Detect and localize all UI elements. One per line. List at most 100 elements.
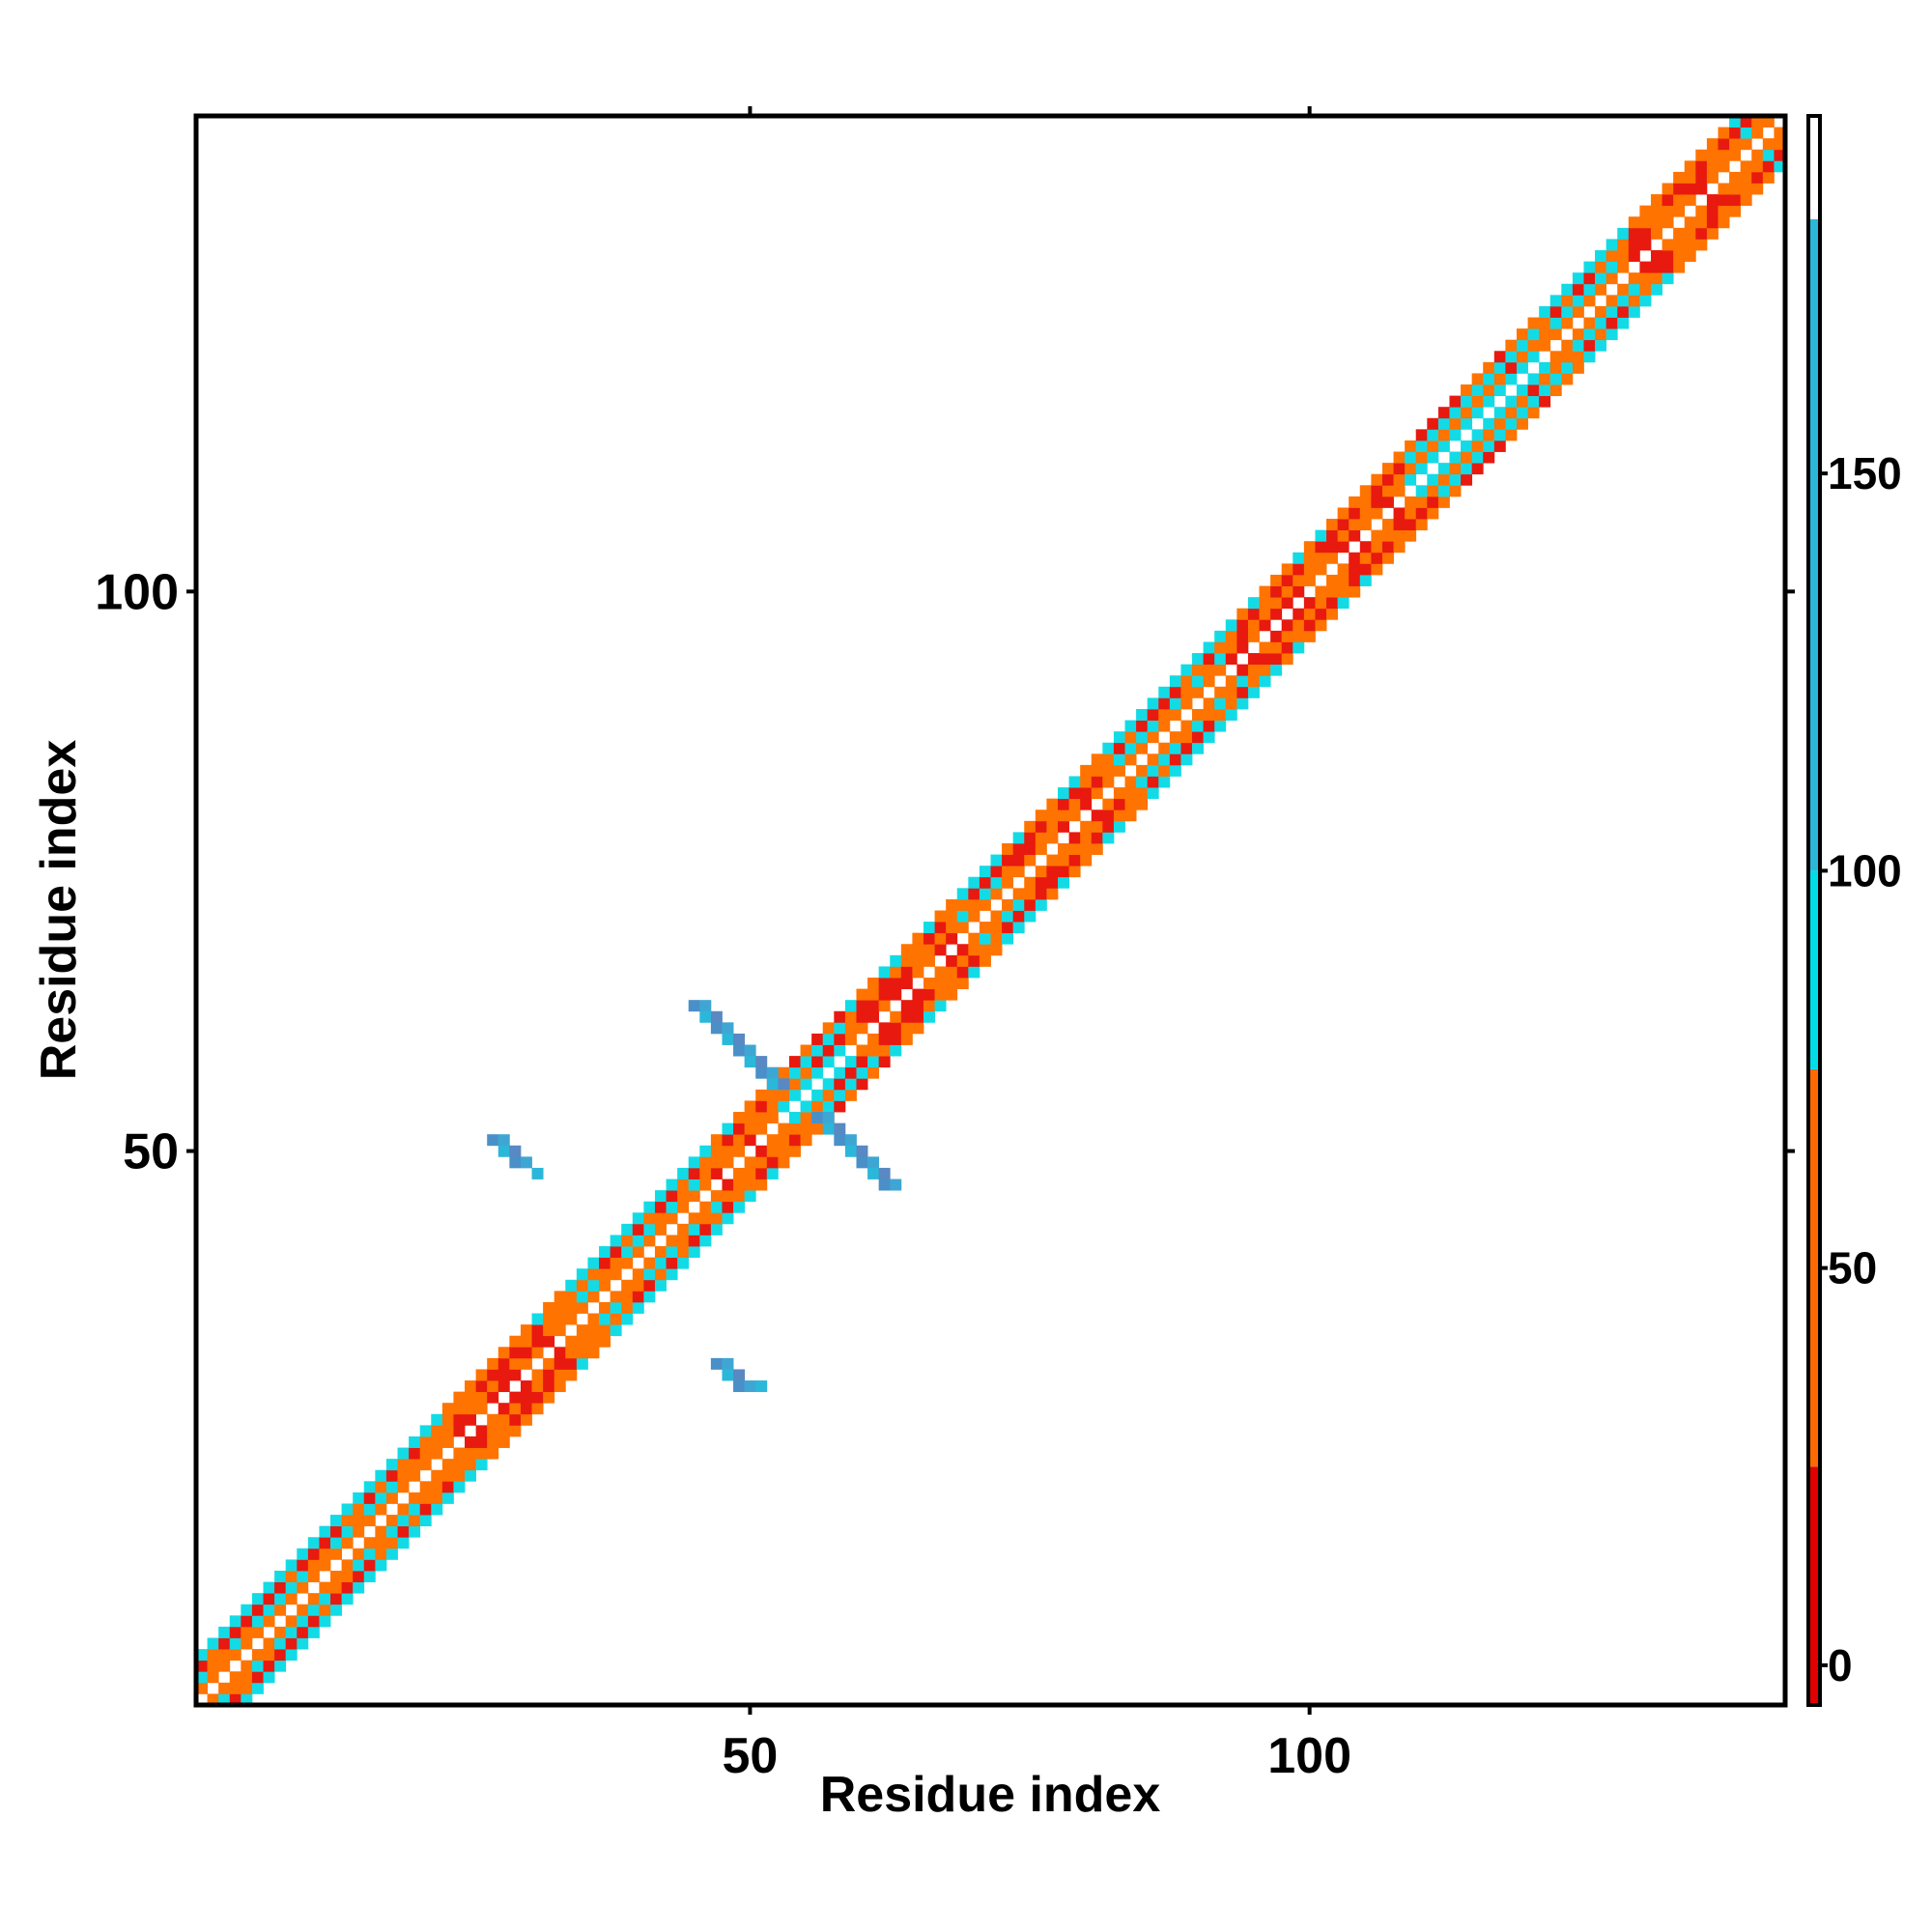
heatmap-cell xyxy=(1158,776,1171,788)
heatmap-cell xyxy=(1718,205,1730,217)
heatmap-cell xyxy=(1381,463,1394,475)
heatmap-cell xyxy=(1080,764,1093,777)
heatmap-cell xyxy=(1427,440,1439,452)
heatmap-cell xyxy=(1706,149,1719,161)
heatmap-cell xyxy=(1449,463,1462,475)
heatmap-cell xyxy=(1293,563,1305,576)
heatmap-cell xyxy=(1169,708,1181,721)
heatmap-cell xyxy=(565,1347,578,1359)
heatmap-cell xyxy=(1662,205,1674,217)
heatmap-cell xyxy=(1293,608,1305,620)
heatmap-cell xyxy=(688,1223,700,1236)
heatmap-cell xyxy=(1080,832,1093,844)
colorbar-segment xyxy=(1808,870,1820,1069)
heatmap-cell xyxy=(497,1413,510,1426)
heatmap-cell xyxy=(1527,351,1540,363)
heatmap-cell xyxy=(1349,552,1361,564)
heatmap-cell xyxy=(319,1525,331,1538)
heatmap-cell xyxy=(1136,742,1149,754)
heatmap-cell xyxy=(822,1112,835,1124)
heatmap-cell xyxy=(297,1548,309,1560)
heatmap-cell xyxy=(1729,205,1742,217)
heatmap-cell xyxy=(755,1145,768,1157)
heatmap-cell xyxy=(1315,608,1327,620)
heatmap-cell xyxy=(1091,764,1103,777)
heatmap-cell xyxy=(1539,339,1551,352)
heatmap-cell xyxy=(934,932,947,945)
heatmap-cell xyxy=(1483,395,1495,408)
heatmap-cell xyxy=(1427,507,1439,520)
heatmap-cell xyxy=(1381,473,1394,486)
heatmap-cell xyxy=(979,866,991,878)
heatmap-cell xyxy=(353,1548,365,1560)
heatmap-cell xyxy=(1180,697,1193,710)
heatmap-cell xyxy=(1561,339,1574,352)
heatmap-cell xyxy=(330,1525,342,1538)
heatmap-cell xyxy=(1147,731,1159,744)
heatmap-cell xyxy=(1012,910,1025,923)
heatmap-cell xyxy=(1203,653,1215,666)
heatmap-cell xyxy=(397,1469,410,1482)
heatmap-cell xyxy=(1774,127,1786,139)
heatmap-cell xyxy=(599,1335,611,1348)
heatmap-cell xyxy=(1359,496,1372,508)
heatmap-cell xyxy=(1718,216,1730,229)
heatmap-cell xyxy=(1393,507,1406,520)
heatmap-cell xyxy=(1695,183,1708,195)
heatmap-cell xyxy=(1628,227,1640,240)
heatmap-cell xyxy=(744,1380,756,1393)
heatmap-cell xyxy=(934,988,947,1001)
heatmap-cell xyxy=(834,1044,846,1057)
heatmap-cell xyxy=(1381,552,1394,564)
heatmap-cell xyxy=(419,1425,432,1437)
heatmap-cell xyxy=(1046,876,1059,889)
heatmap-cell xyxy=(453,1413,466,1426)
heatmap-cell xyxy=(263,1649,275,1662)
heatmap-cell xyxy=(1751,149,1764,161)
heatmap-cell xyxy=(419,1447,432,1460)
heatmap-cell xyxy=(778,1100,790,1113)
heatmap-cell xyxy=(923,954,935,967)
heatmap-cell xyxy=(1729,194,1742,207)
heatmap-cell xyxy=(1628,305,1640,318)
heatmap-cell xyxy=(643,1223,656,1236)
heatmap-cell xyxy=(1169,753,1181,766)
heatmap-cell xyxy=(1169,697,1181,710)
heatmap-cell xyxy=(688,1246,700,1259)
heatmap-cell xyxy=(632,1268,644,1281)
heatmap-cell xyxy=(1303,541,1316,554)
heatmap-cell xyxy=(1662,261,1674,273)
heatmap-cell xyxy=(766,1112,779,1124)
heatmap-cell xyxy=(587,1347,600,1359)
heatmap-cell xyxy=(1527,395,1540,408)
heatmap-cell xyxy=(654,1279,667,1292)
heatmap-cell xyxy=(934,966,947,979)
heatmap-cell xyxy=(274,1649,287,1662)
heatmap-cell xyxy=(1539,373,1551,385)
heatmap-cell xyxy=(778,1145,790,1157)
heatmap-cell xyxy=(1684,194,1696,207)
heatmap-cell xyxy=(1315,552,1327,564)
heatmap-cell xyxy=(543,1357,555,1370)
heatmap-cell xyxy=(1136,776,1149,788)
heatmap-cell xyxy=(251,1682,264,1694)
heatmap-cell xyxy=(1192,708,1205,721)
heatmap-cell xyxy=(1303,597,1316,610)
heatmap-cell xyxy=(844,1010,857,1023)
heatmap-cell xyxy=(353,1581,365,1594)
heatmap-cell xyxy=(1583,351,1596,363)
heatmap-cell xyxy=(834,1134,846,1147)
heatmap-cell xyxy=(196,1671,208,1684)
heatmap-cell xyxy=(968,876,980,889)
heatmap-cell xyxy=(341,1559,354,1572)
heatmap-cell xyxy=(1337,507,1350,520)
heatmap-cell xyxy=(1068,842,1081,855)
heatmap-cell xyxy=(1437,473,1450,486)
heatmap-cell xyxy=(710,1223,723,1236)
heatmap-cell xyxy=(397,1459,410,1471)
heatmap-cell xyxy=(285,1593,298,1605)
heatmap-cell xyxy=(251,1660,264,1672)
heatmap-cell xyxy=(1461,451,1473,464)
heatmap-cell xyxy=(1516,328,1528,341)
heatmap-cell xyxy=(1270,608,1283,620)
